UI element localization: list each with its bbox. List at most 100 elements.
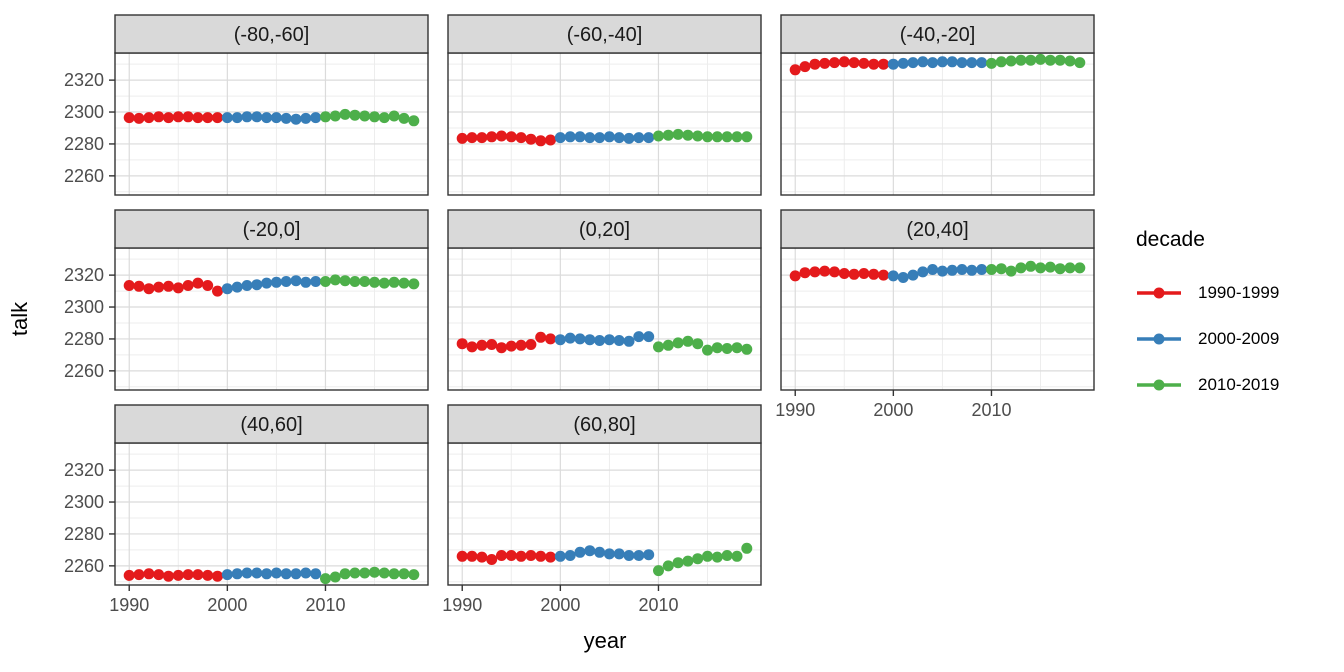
data-point xyxy=(594,335,606,346)
y-tick-label: 2320 xyxy=(64,70,104,90)
y-tick-label: 2260 xyxy=(64,361,104,381)
facet-(-40,-20]: (-40,-20] xyxy=(780,14,1095,196)
data-point xyxy=(349,109,361,121)
data-point xyxy=(212,285,223,297)
data-point xyxy=(241,111,253,123)
panel-background xyxy=(781,53,1094,195)
data-point xyxy=(359,110,371,122)
data-point xyxy=(369,566,380,578)
data-point xyxy=(408,278,420,290)
y-tick-label: 2300 xyxy=(64,297,104,317)
data-point xyxy=(123,569,135,581)
data-point xyxy=(829,266,840,278)
data-point xyxy=(202,280,214,291)
data-point xyxy=(1064,55,1076,67)
data-point xyxy=(310,276,322,287)
data-point xyxy=(741,343,753,355)
data-point xyxy=(799,61,811,73)
data-point xyxy=(270,112,282,124)
legend-key-icon xyxy=(1137,379,1181,391)
data-point xyxy=(574,131,586,143)
y-tick-label: 2300 xyxy=(64,492,104,512)
data-point xyxy=(731,131,743,143)
data-point xyxy=(633,550,645,561)
y-tick-label: 2300 xyxy=(64,102,104,122)
data-point xyxy=(310,568,322,580)
data-point xyxy=(741,131,753,143)
data-point xyxy=(662,129,674,141)
data-point xyxy=(653,565,664,577)
data-point xyxy=(623,132,635,144)
data-point xyxy=(613,132,625,144)
data-point xyxy=(466,341,478,353)
data-point xyxy=(603,131,615,143)
data-point xyxy=(300,112,312,124)
data-point xyxy=(711,131,723,143)
data-point xyxy=(339,568,351,580)
data-point xyxy=(143,568,155,580)
facet-strip xyxy=(447,14,762,54)
x-tick-label: 2010 xyxy=(971,400,1011,420)
data-point xyxy=(848,268,860,280)
data-point xyxy=(369,111,380,123)
data-point xyxy=(1025,260,1037,272)
facet-(-80,-60]: (-80,-60] 2320 2300 2280 2260 xyxy=(64,14,429,196)
data-point xyxy=(545,551,556,563)
data-point xyxy=(261,277,273,289)
data-point xyxy=(241,280,253,291)
data-point xyxy=(721,550,733,561)
facet-strip xyxy=(114,14,429,54)
data-point xyxy=(613,335,625,346)
data-point xyxy=(251,279,263,291)
data-point xyxy=(868,268,880,280)
panel-background xyxy=(115,53,428,195)
legend-title: decade xyxy=(1136,228,1205,251)
data-point xyxy=(231,112,243,124)
data-point xyxy=(603,548,615,560)
data-point xyxy=(378,567,390,579)
data-point xyxy=(182,569,194,581)
data-point xyxy=(927,264,939,275)
data-point xyxy=(1054,54,1066,66)
data-point xyxy=(300,276,312,288)
data-point xyxy=(653,341,664,353)
legend-key-icon xyxy=(1137,333,1181,345)
data-point xyxy=(584,545,596,557)
data-point xyxy=(476,132,488,144)
facet-strip xyxy=(447,404,762,444)
data-point xyxy=(133,112,145,124)
data-point xyxy=(1005,265,1017,277)
data-point xyxy=(809,266,821,278)
panel-background xyxy=(448,53,761,195)
data-point xyxy=(545,333,556,345)
data-point xyxy=(290,568,302,580)
data-point xyxy=(398,277,410,289)
y-axis-title: talk xyxy=(7,301,32,337)
data-point xyxy=(476,551,488,563)
data-point xyxy=(721,131,733,143)
data-point xyxy=(986,57,997,69)
data-point xyxy=(172,282,184,294)
data-point xyxy=(564,550,576,561)
legend-label: 2000-2009 xyxy=(1198,329,1280,348)
data-point xyxy=(515,132,527,144)
data-point xyxy=(202,112,214,124)
data-point xyxy=(594,132,606,144)
data-point xyxy=(887,270,899,282)
data-point xyxy=(515,339,527,351)
data-point xyxy=(594,546,606,558)
data-point xyxy=(525,550,537,561)
data-point xyxy=(692,553,704,565)
data-point xyxy=(848,57,860,69)
data-point xyxy=(320,573,331,585)
y-tick-label: 2320 xyxy=(64,265,104,285)
data-point xyxy=(545,134,556,146)
data-point xyxy=(643,549,655,561)
data-point xyxy=(359,276,371,287)
data-point xyxy=(505,340,517,352)
data-point xyxy=(339,108,351,120)
data-point xyxy=(662,339,674,351)
data-point xyxy=(241,567,253,579)
